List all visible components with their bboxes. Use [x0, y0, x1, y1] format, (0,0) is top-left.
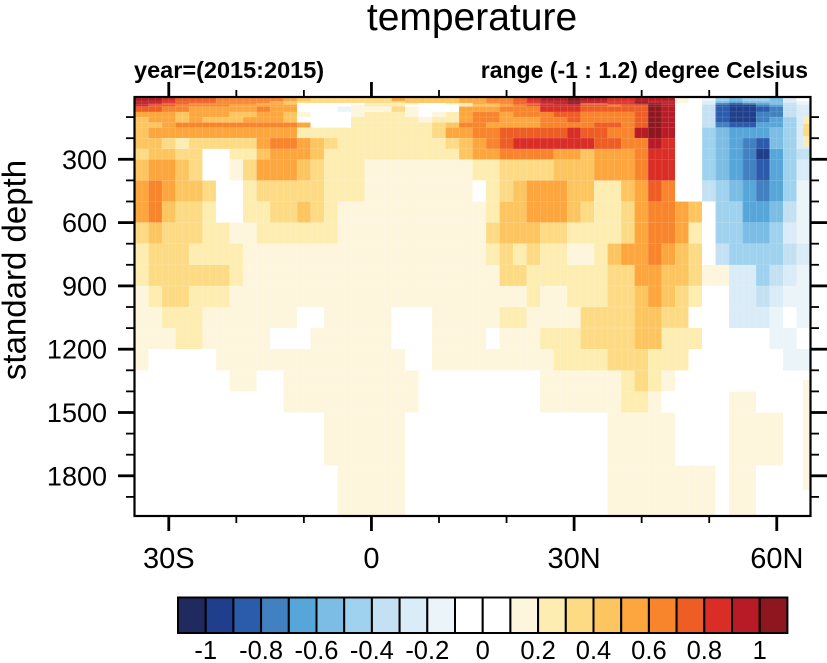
svg-text:1200: 1200 [47, 335, 107, 365]
svg-text:1800: 1800 [47, 461, 107, 491]
svg-text:60N: 60N [750, 543, 803, 575]
svg-text:-1: -1 [194, 637, 217, 663]
svg-text:0.8: 0.8 [687, 637, 722, 663]
svg-text:-0.2: -0.2 [405, 637, 449, 663]
svg-text:1500: 1500 [47, 398, 107, 428]
svg-text:900: 900 [62, 271, 107, 301]
svg-text:0.2: 0.2 [520, 637, 555, 663]
svg-text:standard depth: standard depth [0, 160, 33, 380]
svg-text:0.4: 0.4 [576, 637, 611, 663]
svg-text:1: 1 [753, 637, 767, 663]
svg-text:-0.4: -0.4 [350, 637, 394, 663]
svg-text:0: 0 [363, 543, 379, 575]
svg-text:range (-1 : 1.2) degree Celsiu: range (-1 : 1.2) degree Celsius [481, 57, 808, 83]
svg-text:30S: 30S [143, 543, 195, 575]
svg-text:0.6: 0.6 [631, 637, 666, 663]
svg-text:0: 0 [476, 637, 490, 663]
svg-text:30N: 30N [547, 543, 600, 575]
svg-text:300: 300 [62, 145, 107, 175]
svg-text:-0.6: -0.6 [295, 637, 339, 663]
svg-text:600: 600 [62, 208, 107, 238]
svg-text:temperature: temperature [367, 0, 577, 39]
svg-text:year=(2015:2015): year=(2015:2015) [134, 57, 324, 83]
svg-text:-0.8: -0.8 [239, 637, 283, 663]
